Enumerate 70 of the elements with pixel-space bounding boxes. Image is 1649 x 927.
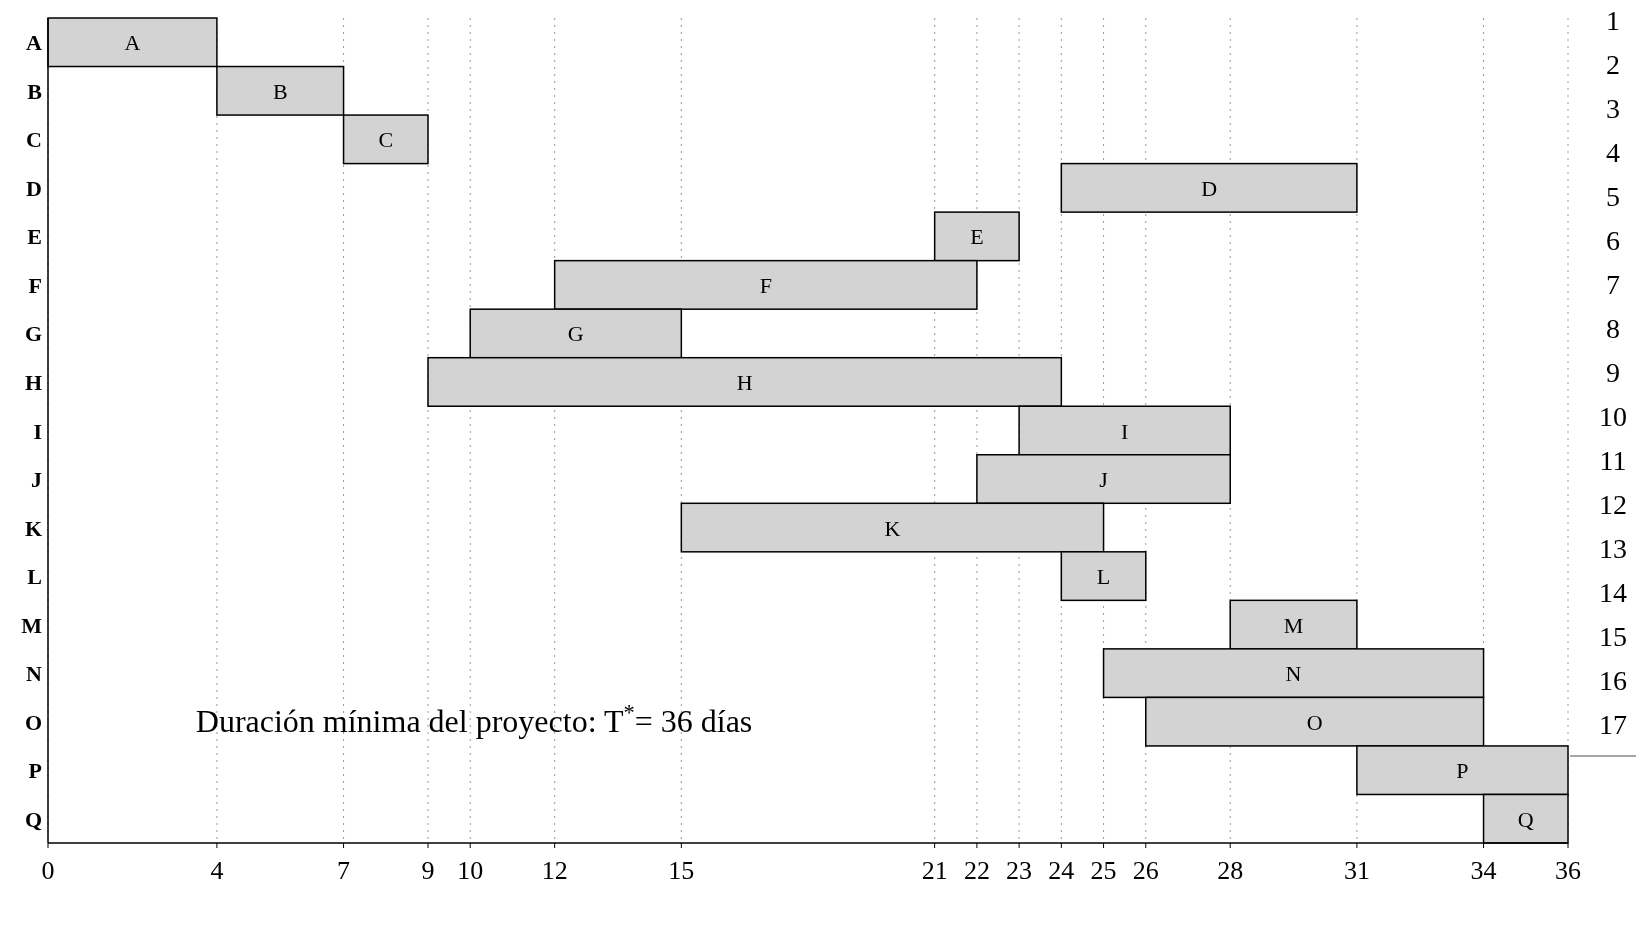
x-tick-label: 9 (421, 856, 435, 885)
y-tick-label: I (33, 418, 42, 444)
text: 17 (1599, 709, 1627, 740)
y-tick-label: L (27, 564, 42, 590)
x-tick-label: 23 (1006, 856, 1033, 885)
x-tick-label: 0 (41, 856, 55, 885)
y-tick-label: M (21, 612, 43, 638)
text: 10 (1599, 401, 1627, 432)
category-label: I (1121, 418, 1129, 444)
text: 13 (1599, 533, 1627, 564)
x-tick-label: 4 (210, 856, 224, 885)
x-tick-label: 22 (963, 856, 990, 885)
text: 1 (1606, 5, 1620, 36)
y-tick-label: N (26, 661, 43, 687)
text: 2 (1606, 49, 1620, 80)
text: 3 (1606, 93, 1620, 124)
bar (1060, 162, 1358, 213)
text: 16 (1599, 665, 1627, 696)
category-label: L (1096, 564, 1111, 590)
y-tick-label: O (24, 709, 42, 735)
text: 14 (1599, 577, 1627, 608)
category-label: D (1201, 175, 1218, 201)
category-label: K (884, 515, 901, 541)
category-label: E (970, 224, 984, 250)
category-label: Q (1517, 806, 1534, 832)
y-tick-label: P (28, 758, 42, 784)
y-tick-label: C (26, 127, 42, 153)
category-label: O (1306, 709, 1323, 735)
text: 15 (1599, 621, 1627, 652)
category-label: J (1099, 467, 1108, 493)
text: 7 (1606, 269, 1620, 300)
category-label: P (1456, 758, 1469, 784)
text: 11 (1599, 445, 1627, 476)
x-tick-label: 28 (1217, 856, 1244, 885)
category-label: M (1283, 612, 1304, 638)
y-tick-label: F (28, 272, 42, 298)
category-label: C (378, 127, 394, 153)
category-label: N (1285, 661, 1302, 687)
category-label: B (272, 78, 288, 104)
x-tick-label: 24 (1048, 856, 1075, 885)
x-tick-label: 12 (541, 856, 568, 885)
y-tick-label: K (24, 515, 42, 541)
text: 5 (1606, 181, 1620, 212)
text: 4 (1606, 137, 1620, 168)
x-tick-label: 15 (668, 856, 695, 885)
y-tick-label: B (27, 78, 43, 104)
x-tick-label: 36 (1555, 856, 1581, 885)
y-tick-label: D (26, 175, 42, 201)
x-tick-label: 7 (337, 856, 351, 885)
y-tick-label: H (24, 369, 42, 395)
y-tick-label: J (31, 467, 42, 493)
category-label: G (567, 321, 584, 347)
x-tick-label: 10 (457, 856, 484, 885)
category-label: A (124, 30, 141, 56)
y-tick-label: Q (24, 806, 42, 832)
text: 12 (1599, 489, 1627, 520)
x-tick-label: 34 (1470, 856, 1497, 885)
category-label: F (759, 272, 772, 298)
category-label: H (736, 369, 753, 395)
x-tick-label: 31 (1343, 856, 1370, 885)
x-tick-label: 25 (1090, 856, 1117, 885)
x-tick-label: 26 (1132, 856, 1159, 885)
text: 9 (1606, 357, 1620, 388)
y-tick-label: A (26, 30, 43, 56)
y-tick-label: G (24, 321, 42, 347)
annotation: Duración mínima del proyecto: T$^{*}$= 36 días (195, 699, 753, 739)
text: 8 (1606, 313, 1620, 344)
x-tick-label: 21 (921, 856, 948, 885)
text: 6 (1606, 225, 1620, 256)
y-tick-label: E (27, 224, 42, 250)
